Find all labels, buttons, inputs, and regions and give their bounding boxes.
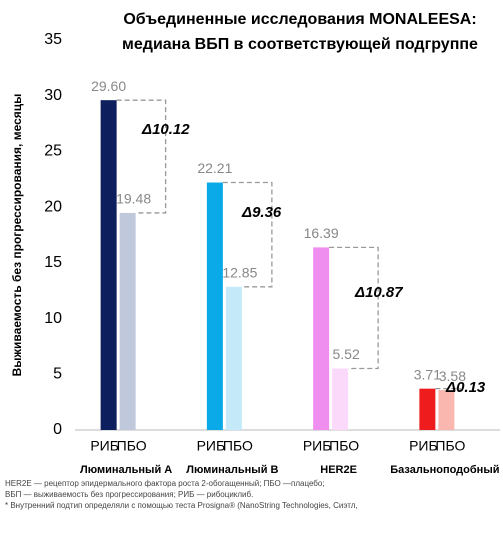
category-label: HER2E (320, 464, 357, 476)
bar (206, 182, 223, 430)
value-label: 19.48 (116, 191, 151, 207)
y-tick-label: 10 (44, 310, 62, 327)
value-label: 22.21 (197, 160, 232, 176)
bar-label: РИБ (303, 438, 332, 454)
delta-label: Δ9.36 (241, 204, 282, 221)
value-label: 3.71 (414, 366, 441, 382)
bar-label: ПБО (117, 438, 147, 454)
footnote: HER2E — рецептор эпидермального фактора … (5, 479, 325, 488)
y-tick-label: 35 (44, 31, 62, 48)
category-label: Люминальный B (186, 464, 278, 476)
y-tick-label: 5 (53, 366, 62, 383)
footnote: * Внутренний подтип определяли с помощью… (5, 501, 358, 510)
value-label: 3.58 (439, 368, 466, 384)
delta-label: Δ0.13 (445, 379, 486, 396)
bar-label: РИБ (409, 438, 438, 454)
bar-label: ПБО (223, 438, 253, 454)
value-label: 29.60 (91, 78, 126, 94)
bar (419, 388, 436, 430)
bar (438, 390, 455, 430)
delta-bracket (116, 99, 167, 214)
category-label: Люминальный A (80, 464, 172, 476)
y-tick-label: 30 (44, 87, 62, 104)
y-tick-label: 20 (44, 198, 62, 215)
bar-label: РИБ (90, 438, 119, 454)
y-tick-label: 25 (44, 143, 62, 160)
bar-label: РИБ (197, 438, 226, 454)
delta-label: Δ10.87 (354, 284, 403, 301)
y-tick-label: 15 (44, 254, 62, 271)
delta-label: Δ10.12 (141, 121, 190, 138)
delta-bracket (329, 246, 379, 370)
chart-title: Объединенные исследования MONALEESA: (123, 11, 476, 28)
bar (225, 286, 242, 430)
footnote: ВБП — выживаемость без прогрессирования;… (5, 490, 253, 499)
y-axis-label: Выживаемость без прогрессирования, месяц… (10, 94, 24, 377)
bar-label: ПБО (329, 438, 359, 454)
category-label: Базальноподобный (390, 464, 499, 476)
value-label: 12.85 (222, 265, 257, 281)
bar-label: ПБО (435, 438, 465, 454)
bar (313, 247, 330, 430)
value-label: 5.52 (333, 346, 360, 362)
y-tick-label: 0 (53, 421, 62, 438)
bar (119, 212, 136, 430)
delta-bracket (435, 388, 462, 391)
bar (100, 100, 117, 431)
delta-bracket (222, 181, 273, 288)
value-label: 16.39 (304, 225, 339, 241)
bar (332, 368, 349, 430)
chart-title: медиана ВБП в соответствующей подгруппе (122, 36, 478, 53)
